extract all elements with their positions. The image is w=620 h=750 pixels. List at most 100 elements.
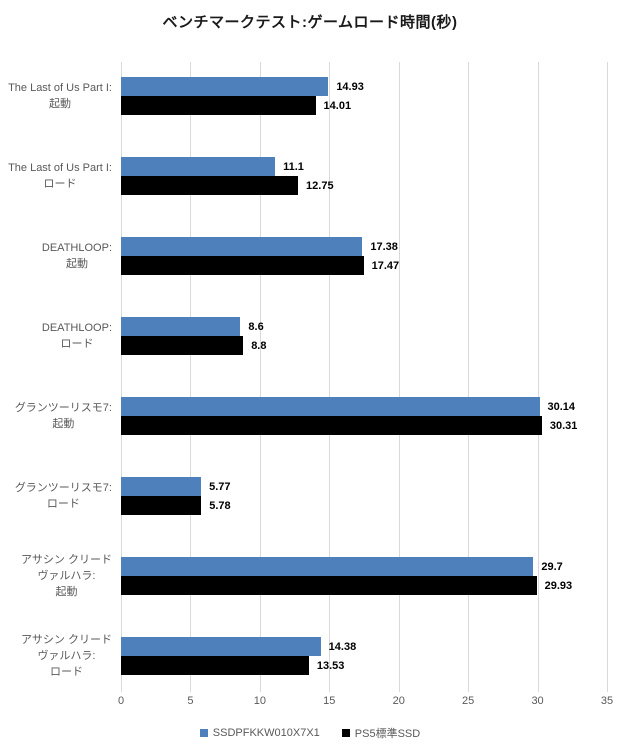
bar-group: 17.38 17.47 [121,237,607,275]
bar-row: 17.38 [121,237,607,256]
bar-row: 8.6 [121,317,607,336]
category-label-line: グランツーリスモ7: [14,482,112,494]
bar-row: 29.7 [121,557,607,576]
tick-label: 30 [531,695,544,707]
category-label: The Last of Us Part I: 起動 [8,77,112,115]
gridline [468,62,470,686]
category-label: DEATHLOOP: ロード [42,317,112,355]
bar-value-label: 12.75 [306,179,334,192]
bar-group: 11.1 12.75 [121,157,607,195]
bar-series1 [121,77,329,96]
category-axis-labels: The Last of Us Part I: 起動 The Last of Us P… [0,62,121,686]
category-label-line: 起動 [55,586,78,598]
tick-mark [121,686,122,692]
tick-mark [398,686,400,692]
category-label-line: 起動 [52,418,75,430]
category-label: アサシン クリード ヴァルハラ: ロード [21,634,112,678]
bar-series1 [121,317,241,336]
bar-row: 5.77 [121,477,607,496]
bar-row: 12.75 [121,176,607,195]
tick-label: 15 [323,695,336,707]
legend-swatch-series1 [199,729,208,737]
tick-mark [329,686,331,692]
bar-value-label: 14.38 [328,640,357,653]
legend-item: SSDPFKKW010X7X1 [199,727,320,739]
legend-series-name: PS5標準SSD [354,728,421,740]
category-label-line: ヴァルハラ: [37,650,96,662]
bar-group: 8.6 8.8 [121,317,607,355]
category-label-line: グランツーリスモ7: [14,402,112,414]
category-label: The Last of Us Part I: ロード [8,157,112,195]
bar-series1 [121,557,534,576]
bar-value-label: 5.77 [209,480,231,493]
bar-value-label: 30.14 [547,400,576,413]
bar-series2 [121,256,364,275]
tick-mark [607,686,608,692]
bar-row: 17.47 [121,256,607,275]
bar-row: 14.01 [121,96,607,115]
category-label: グランツーリスモ7: 起動 [15,397,112,435]
bar-value-label: 8.6 [248,320,264,333]
tick-label: 20 [392,695,405,707]
tick-label: 25 [462,695,475,707]
bar-row: 11.1 [121,157,607,176]
bar-series1 [121,397,540,416]
category-label-line: The Last of Us Part I: [8,162,112,174]
bar-row: 5.78 [121,496,607,515]
bar-row: 29.93 [121,576,607,595]
category-label-line: The Last of Us Part I: [8,82,112,94]
bar-group: 30.14 30.31 [121,397,607,435]
category-label: DEATHLOOP: 起動 [42,237,112,275]
gridline [190,62,192,686]
bar-series1 [121,157,276,176]
bar-series2 [121,416,542,435]
tick-label: 0 [117,695,125,707]
bar-series1 [121,237,363,256]
category-label-line: ロード [46,498,80,510]
value-axis: 0 5 10 15 20 25 30 35 [117,686,613,720]
gridline [259,62,261,686]
category-label-line: DEATHLOOP: [41,322,112,334]
category-label-line: ロード [60,338,94,350]
gridline [607,62,608,686]
bar-value-label: 5.78 [209,499,231,512]
bar-series2 [121,656,309,675]
legend-swatch-series2 [341,729,350,737]
chart-title: ベンチマークテスト:ゲームロード時間(秒) [162,14,458,31]
bar-row: 14.38 [121,637,607,656]
legend-item: PS5標準SSD [341,725,421,741]
bar-value-label: 13.53 [316,659,345,672]
tick-mark [537,686,539,692]
bar-series2 [121,176,299,195]
tick-label: 5 [187,695,194,707]
tick-mark [190,686,192,692]
category-label-line: アサシン クリード [20,554,112,566]
category-label: アサシン クリード ヴァルハラ: 起動 [21,554,112,598]
bar-series2 [121,496,202,515]
category-label-line: 起動 [65,258,88,270]
bar-series2 [121,336,244,355]
gridline [121,62,122,686]
bar-value-label: 14.01 [323,99,352,112]
bar-row: 30.31 [121,416,607,435]
bar-row: 14.93 [121,77,607,96]
category-label-line: ヴァルハラ: [37,570,96,582]
category-label-line: DEATHLOOP: [41,242,112,254]
bar-row: 8.8 [121,336,607,355]
category-label-line: アサシン クリード [20,634,112,646]
bar-group: 14.38 13.53 [121,637,607,675]
bar-value-label: 30.31 [549,419,578,432]
bar-group: 29.7 29.93 [121,557,607,595]
bar-series2 [121,576,537,595]
bar-series1 [121,477,202,496]
bar-value-label: 17.38 [370,240,398,253]
bar-series2 [121,96,316,115]
bar-value-label: 11.1 [283,160,304,173]
category-label: グランツーリスモ7: ロード [15,477,112,515]
legend: SSDPFKKW010X7X1 PS5標準SSD [0,725,620,741]
tick-label: 10 [253,695,266,707]
category-label-line: ロード [49,666,83,678]
tick-mark [259,686,261,692]
bar-value-label: 8.8 [251,339,267,352]
